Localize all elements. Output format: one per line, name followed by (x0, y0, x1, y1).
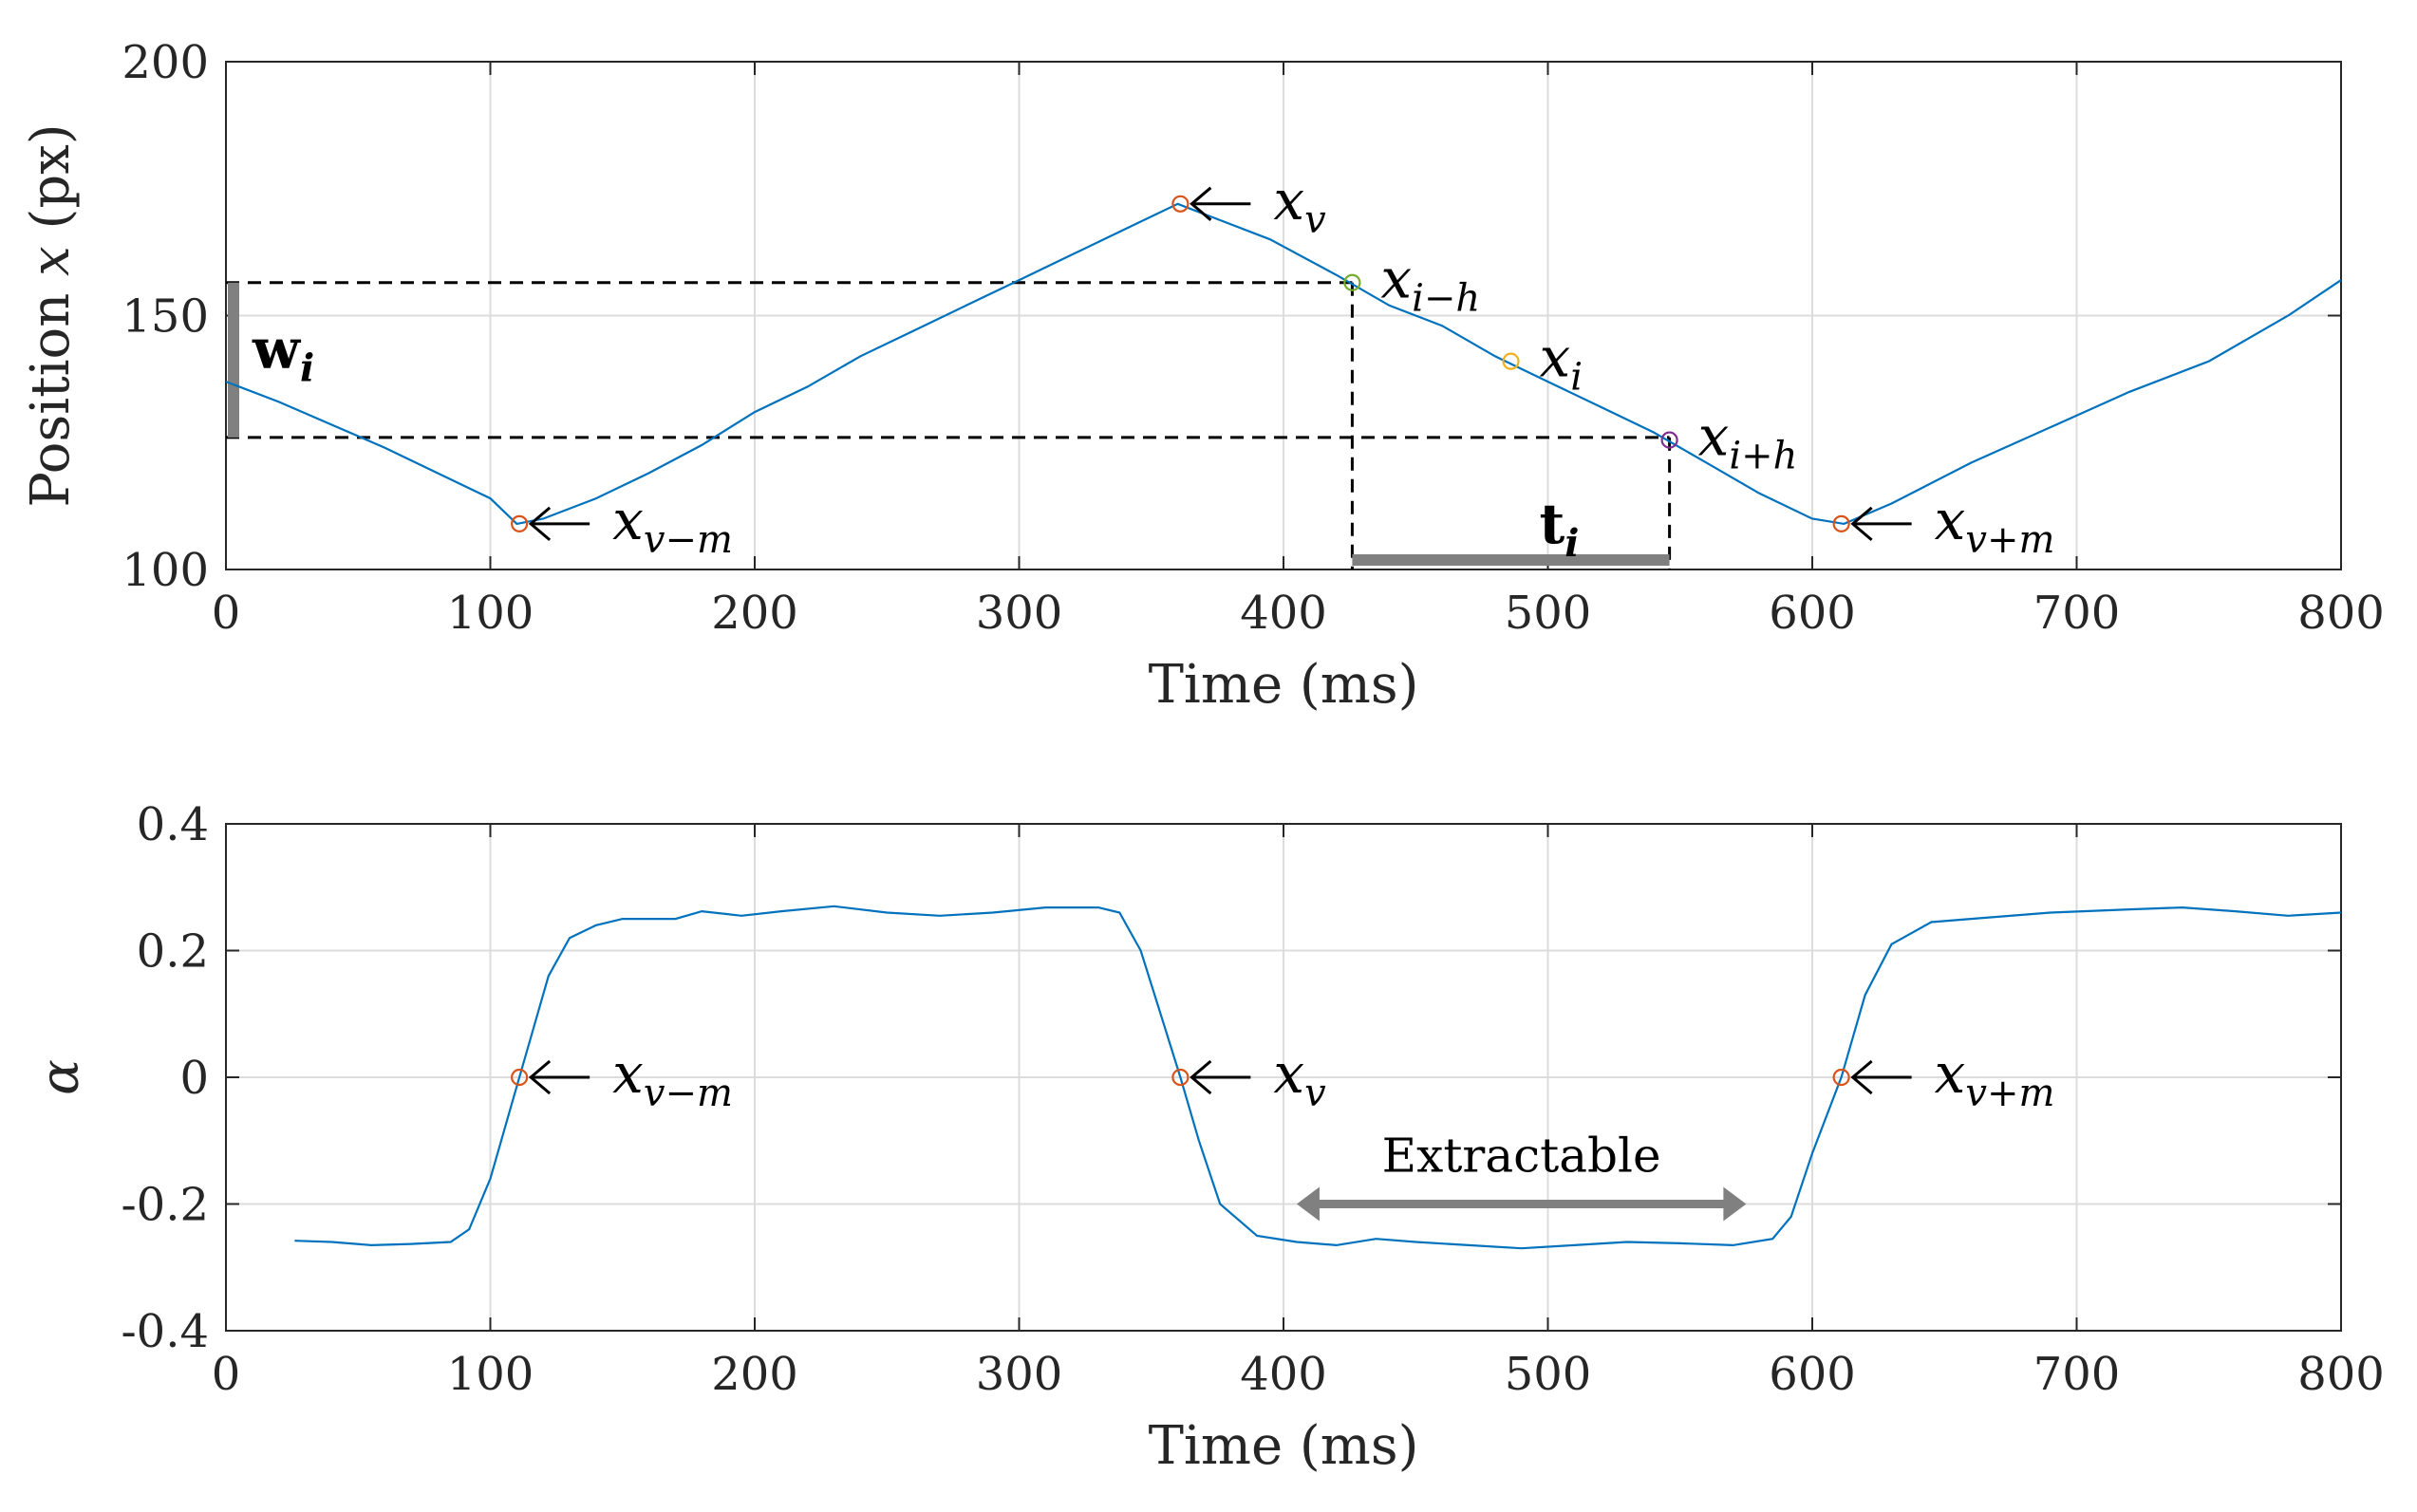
marker-xv+m (1832, 514, 1850, 532)
t-annotation-subscript: i (1564, 521, 1579, 566)
x-tick-label: 300 (976, 1348, 1063, 1401)
x-tick-label: 700 (2033, 1348, 2121, 1401)
position-y-label-prefix: Position (20, 276, 82, 508)
alpha-chart-ticks: 0 100 200 300 400 500 600 700 800 -0.4 -0.2 0 0.2 0.4 (121, 798, 2384, 1401)
arrowhead-xv (1190, 1059, 1212, 1095)
position-y-label-var: x (20, 246, 82, 276)
extractable-arrow-left-head (1296, 1186, 1320, 1222)
label-xv+m: xv+m (1935, 488, 2055, 562)
x-tick-label: 400 (1240, 1348, 1327, 1401)
marker-xv (1171, 195, 1190, 213)
label-xi+h: xi+h (1698, 404, 1798, 478)
position-chart-grid (225, 61, 2342, 570)
label-xv: xv (1273, 168, 1326, 242)
y-tick-label: 100 (122, 544, 209, 597)
w-annotation-symbol: w (252, 316, 302, 381)
position-chart-guides (226, 281, 1672, 569)
x-tick-label: 800 (2297, 1348, 2385, 1401)
label-xv-m: xv−m (612, 1041, 733, 1115)
extractable-annotation: Extractable (1296, 1129, 1747, 1222)
x-tick-label: 0 (212, 587, 241, 640)
position-y-axis-label: Position x (px) (20, 123, 82, 507)
x-tick-label: 400 (1240, 587, 1327, 640)
marker-xv (1171, 1068, 1190, 1087)
label-xv-m: xv−m (612, 488, 733, 562)
y-tick-label: 150 (122, 290, 209, 344)
arrowhead-xv-m (528, 506, 552, 541)
alpha-chart-markers: xv−m xv xv+m (511, 1041, 2055, 1115)
marker-xv-m (511, 1068, 529, 1087)
y-tick-label: 0.2 (137, 925, 209, 979)
x-tick-label: 600 (1769, 587, 1856, 640)
x-tick-label: 200 (711, 1348, 798, 1401)
arrowhead-xv+m (1850, 1059, 1873, 1095)
alpha-chart: 0 100 200 300 400 500 600 700 800 -0.4 -0.2 0 0.2 0.4… (29, 798, 2385, 1477)
t-annotation-symbol: t (1540, 492, 1565, 556)
w-annotation-label: wi (252, 316, 314, 390)
label-xv+m: xv+m (1935, 1041, 2055, 1115)
y-tick-label: -0.4 (121, 1305, 209, 1358)
x-tick-label: 100 (447, 587, 534, 640)
x-tick-label: 700 (2033, 587, 2121, 640)
position-chart-markers: xv−m xv xi−h xi xi+h xv+m (511, 168, 2055, 562)
extractable-label: Extractable (1382, 1129, 1661, 1184)
marker-xi-h (1343, 273, 1361, 291)
label-xi: xi (1540, 326, 1583, 400)
y-tick-label: 200 (122, 36, 209, 89)
arrowhead-xv (1190, 186, 1212, 221)
x-tick-label: 300 (976, 587, 1063, 640)
x-tick-label: 200 (711, 587, 798, 640)
label-xv: xv (1273, 1041, 1326, 1115)
label-xi-h: xi−h (1380, 247, 1480, 321)
alpha-x-axis-label: Time (ms) (1149, 1415, 1419, 1477)
x-tick-label: 600 (1769, 1348, 1856, 1401)
y-tick-label: -0.2 (121, 1179, 209, 1232)
marker-xi (1502, 352, 1520, 370)
x-tick-label: 0 (212, 1348, 241, 1401)
w-annotation-subscript: i (300, 345, 314, 390)
t-annotation-label: ti (1540, 492, 1580, 566)
position-y-label-suffix: (px) (20, 123, 82, 246)
marker-xi+h (1660, 431, 1678, 449)
x-tick-label: 100 (447, 1348, 534, 1401)
x-tick-label: 500 (1505, 1348, 1592, 1401)
alpha-series-line (294, 905, 2342, 1250)
y-tick-label: 0 (179, 1052, 209, 1105)
position-x-axis-label: Time (ms) (1149, 654, 1419, 716)
x-tick-label: 500 (1505, 587, 1592, 640)
position-series-line (225, 202, 2342, 526)
extractable-arrow-right-head (1723, 1186, 1747, 1222)
marker-xv+m (1832, 1068, 1850, 1087)
marker-xv-m (511, 514, 529, 532)
arrowhead-xv-m (528, 1059, 552, 1095)
arrowhead-xv+m (1850, 506, 1873, 541)
y-tick-label: 0.4 (137, 798, 209, 851)
alpha-y-axis-label: α (29, 1059, 91, 1095)
x-tick-label: 800 (2297, 587, 2385, 640)
